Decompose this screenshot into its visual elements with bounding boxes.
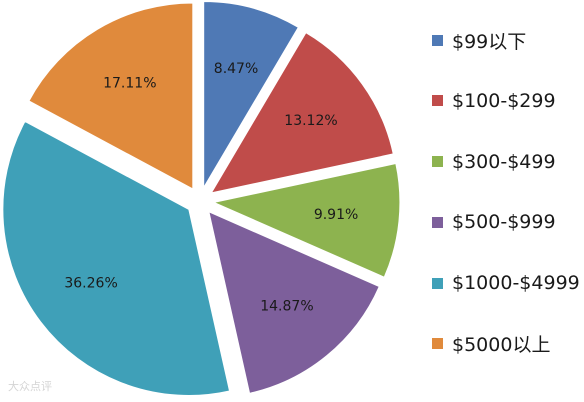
chart-legend: $99以下 $100-$299 $300-$499 $500-$999 $100…: [432, 28, 582, 393]
watermark-logo: 大众点评: [8, 380, 52, 393]
legend-item-5: $1000-$4999: [432, 271, 582, 295]
legend-item-4: $500-$999: [432, 210, 582, 234]
legend-swatch-4: [432, 216, 443, 228]
legend-label-2: $100-$299: [452, 89, 556, 112]
legend-label-4: $500-$999: [452, 211, 556, 234]
legend-item-2: $100-$299: [432, 89, 582, 113]
legend-item-3: $300-$499: [432, 150, 582, 174]
slice-value-label-2: 13.12%: [284, 113, 337, 129]
legend-swatch-2: [432, 95, 443, 107]
pie-slice-5: [2, 120, 231, 396]
slice-value-label-6: 17.11%: [103, 76, 156, 92]
legend-swatch-1: [432, 34, 443, 46]
pie-slice-1: [203, 0, 299, 190]
legend-swatch-6: [432, 338, 443, 350]
legend-label-1: $99以下: [452, 30, 527, 53]
slice-value-label-5: 36.26%: [64, 276, 117, 292]
legend-label-5: $1000-$4999: [452, 272, 580, 295]
legend-swatch-5: [432, 277, 443, 289]
pie-slice-2: [210, 31, 394, 194]
pie-slices: [2, 0, 401, 396]
pie-slice-labels: 8.47% 13.12% 9.91% 14.87% 36.26% 17.11%: [64, 61, 358, 314]
slice-value-label-4: 14.87%: [260, 299, 313, 315]
pie-slice-6: [28, 2, 194, 190]
legend-item-6: $5000以上: [432, 332, 582, 356]
legend-label-3: $300-$499: [452, 150, 556, 173]
slice-value-label-3: 9.91%: [314, 207, 358, 223]
slice-value-label-1: 8.47%: [214, 61, 258, 77]
legend-swatch-3: [432, 156, 443, 168]
legend-label-6: $5000以上: [452, 334, 551, 357]
pie-slice-3: [212, 162, 401, 278]
legend-item-1: $99以下: [432, 28, 582, 53]
pie-slice-4: [208, 210, 380, 394]
